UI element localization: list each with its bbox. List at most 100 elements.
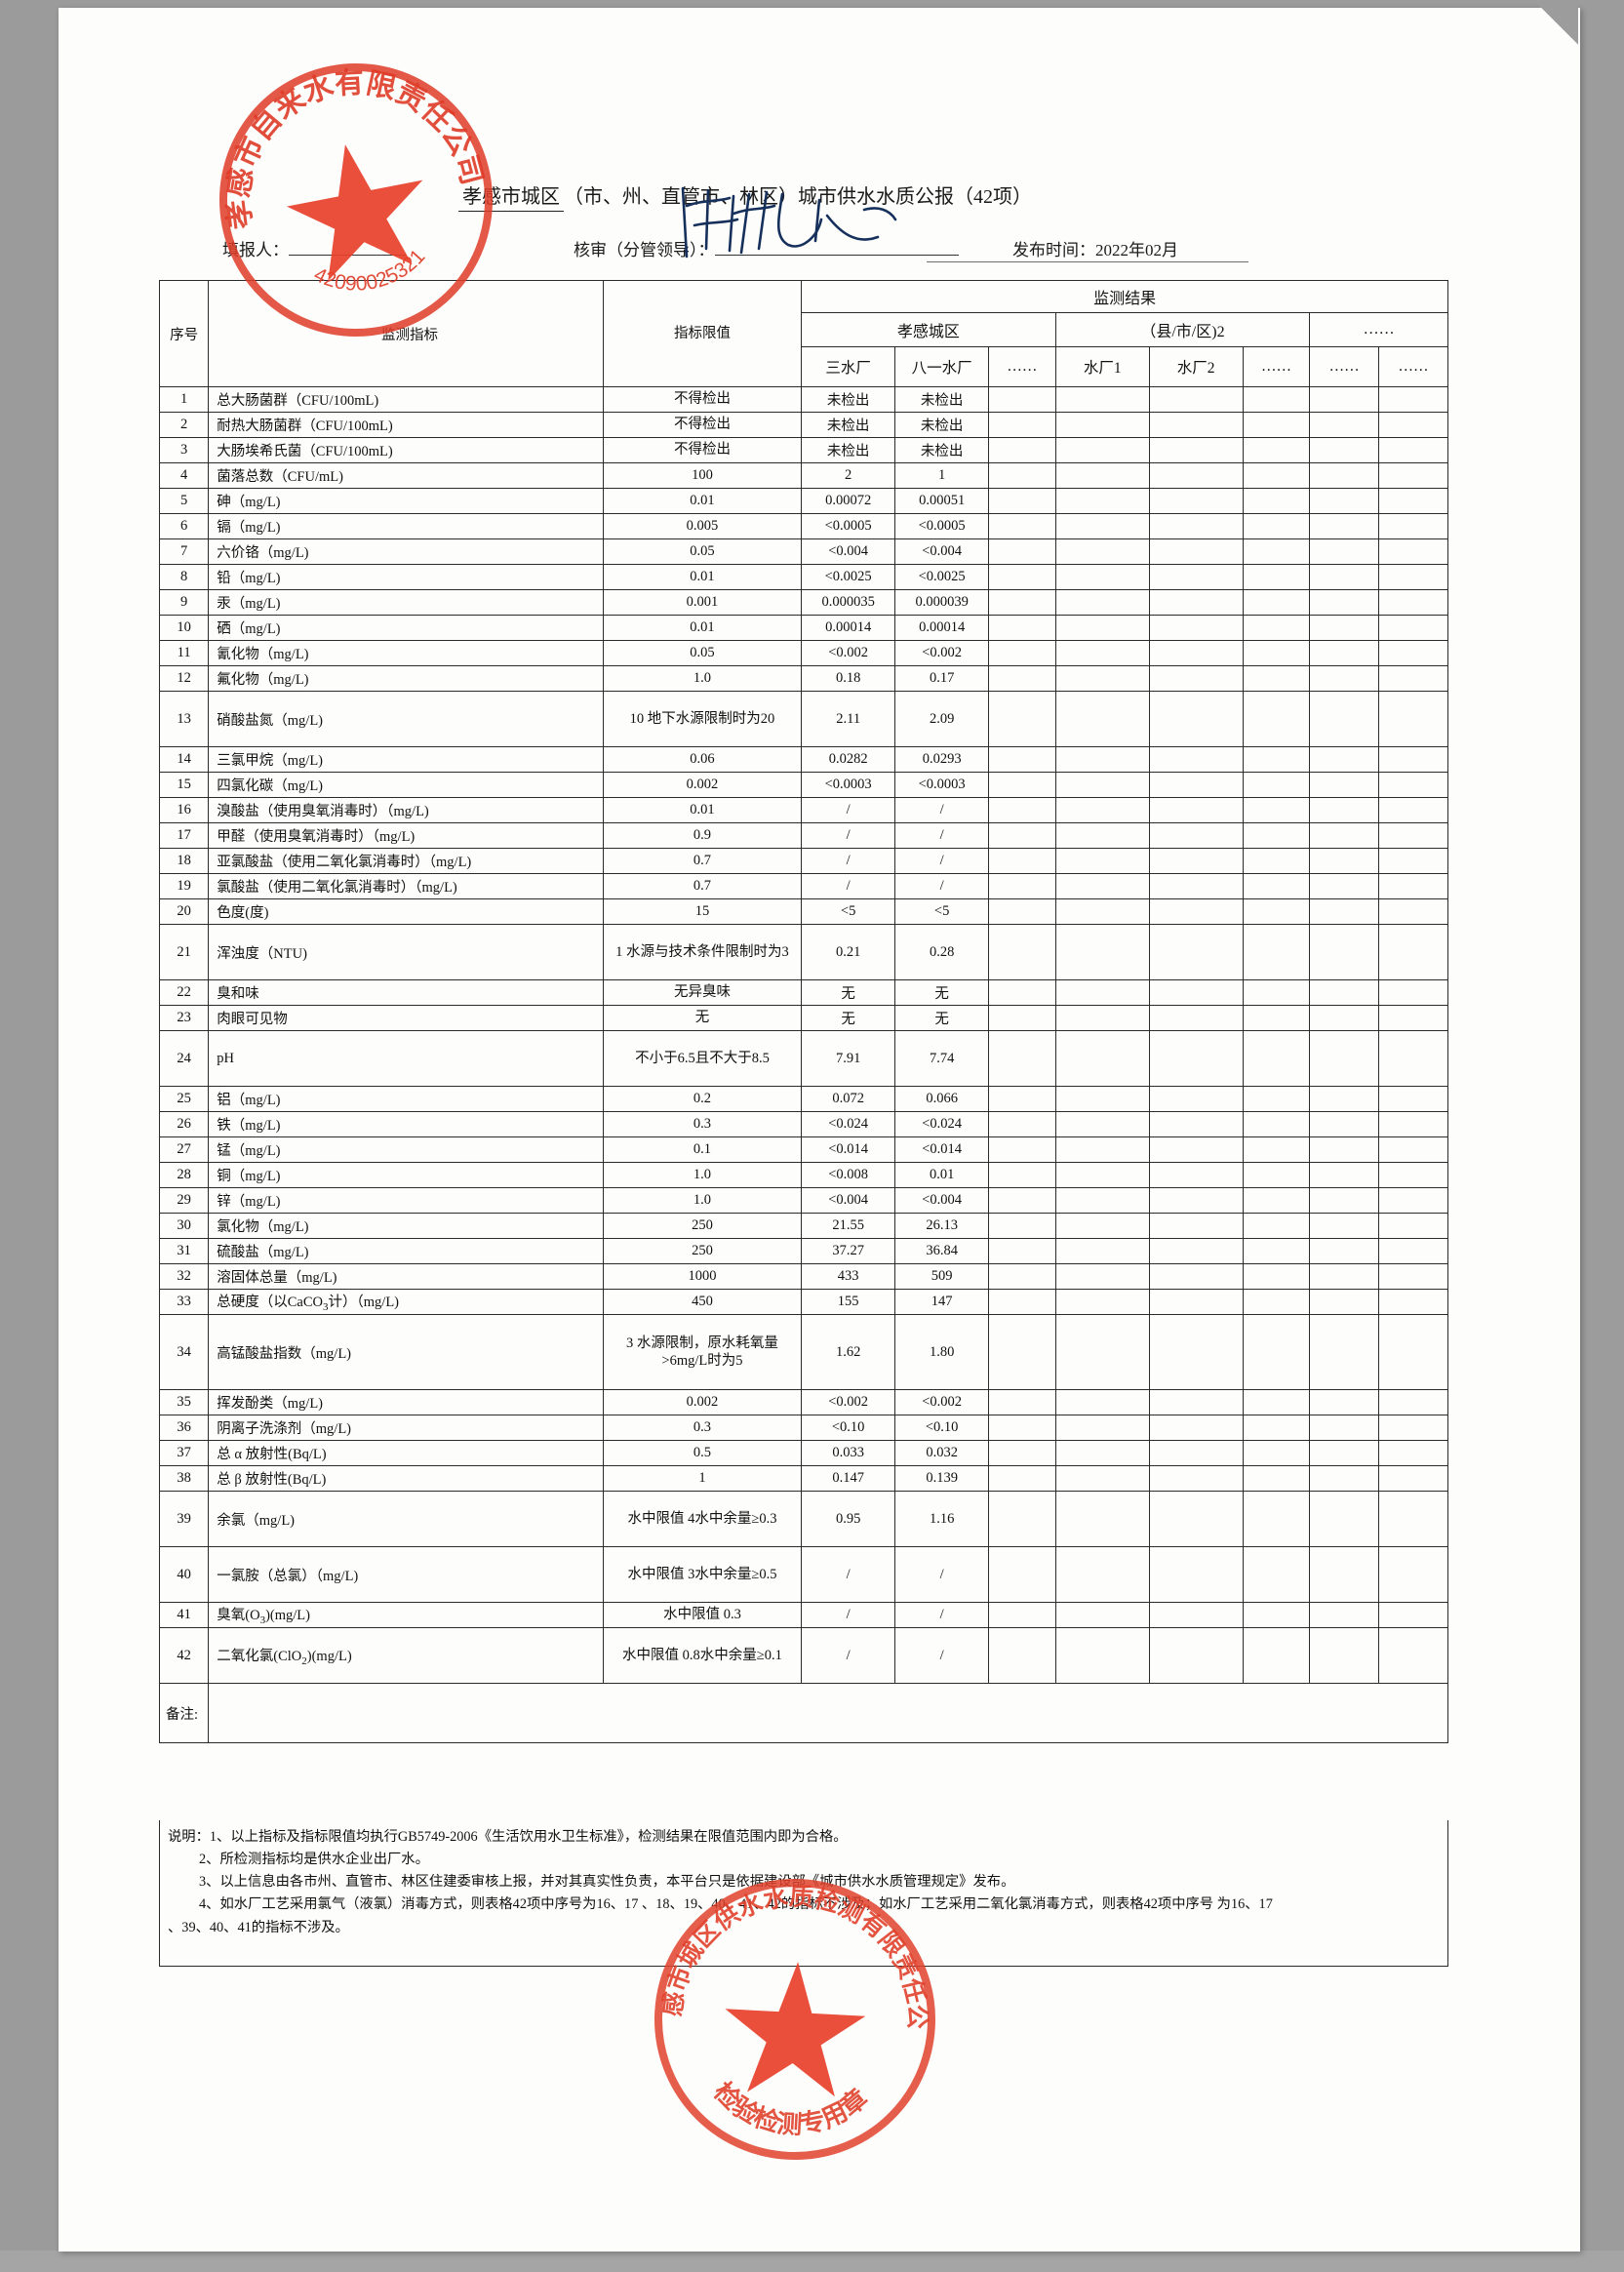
cell-value-plant4 bbox=[1054, 873, 1150, 899]
cell-value-plant6 bbox=[1242, 1238, 1311, 1264]
cell-no: 41 bbox=[158, 1602, 210, 1628]
cell-no: 14 bbox=[158, 746, 210, 773]
cell-value-plant7 bbox=[1309, 1491, 1380, 1547]
cell-value-plant3 bbox=[988, 462, 1056, 489]
cell-value-plant5 bbox=[1148, 386, 1244, 413]
cell-value-plant4 bbox=[1054, 979, 1150, 1006]
cell-value-plant6 bbox=[1242, 1086, 1311, 1112]
cell-value-plant4 bbox=[1054, 615, 1150, 641]
cell-value-plant5 bbox=[1148, 1465, 1244, 1492]
cell-value-plant4 bbox=[1054, 1263, 1150, 1290]
reviewer-field: 核审（分管领导）： bbox=[574, 236, 959, 260]
cell-limit: 3 水源限制，原水耗氧量>6mg/L时为5 bbox=[602, 1314, 803, 1390]
note-line-5: 、39、40、41的指标不涉及。 bbox=[168, 1919, 349, 1935]
cell-value-plant6 bbox=[1242, 1546, 1311, 1603]
cell-value-plant5 bbox=[1148, 1213, 1244, 1239]
cell-value-plant6 bbox=[1242, 589, 1311, 616]
table-row: 6 镉（mg/L) 0.005 <0.0005 <0.0005 bbox=[158, 513, 1448, 539]
cell-value-plant5 bbox=[1148, 1111, 1244, 1137]
cell-value-plant7 bbox=[1309, 1627, 1380, 1684]
cell-value-plant4 bbox=[1054, 822, 1150, 849]
cell-value-plant2: 0.17 bbox=[894, 665, 990, 692]
cell-value-plant1: / bbox=[801, 873, 896, 899]
cell-value-plant8 bbox=[1378, 1238, 1448, 1264]
table-row: 37 总 α 放射性(Bq/L) 0.5 0.033 0.032 bbox=[158, 1440, 1448, 1466]
cell-value-plant2: 未检出 bbox=[894, 437, 990, 463]
cell-value-plant4 bbox=[1054, 665, 1150, 692]
cell-value-plant4 bbox=[1054, 513, 1150, 539]
cell-limit: 0.005 bbox=[602, 513, 803, 539]
cell-value-plant8 bbox=[1378, 513, 1448, 539]
cell-value-plant5 bbox=[1148, 1289, 1244, 1315]
cell-value-plant6 bbox=[1242, 691, 1311, 747]
cell-value-plant8 bbox=[1378, 822, 1448, 849]
cell-value-plant3 bbox=[988, 898, 1056, 925]
table-row: 2 耐热大肠菌群（CFU/100mL) 不得检出 未检出 未检出 bbox=[158, 412, 1448, 438]
cell-value-plant5 bbox=[1148, 665, 1244, 692]
cell-value-plant8 bbox=[1378, 691, 1448, 747]
cell-value-plant7 bbox=[1309, 564, 1380, 590]
scan-edge-left bbox=[0, 0, 60, 2272]
table-row: 9 汞（mg/L) 0.001 0.000035 0.000039 bbox=[158, 589, 1448, 616]
cell-limit: 1.0 bbox=[602, 1187, 803, 1214]
cell-value-plant7 bbox=[1309, 488, 1380, 514]
cell-limit: 250 bbox=[602, 1238, 803, 1264]
cell-value-plant5 bbox=[1148, 564, 1244, 590]
cell-value-plant4 bbox=[1054, 488, 1150, 514]
cell-value-plant7 bbox=[1309, 691, 1380, 747]
cell-limit: 0.05 bbox=[602, 640, 803, 666]
table-row: 11 氰化物（mg/L) 0.05 <0.002 <0.002 bbox=[158, 640, 1448, 666]
cell-value-plant1: 0.147 bbox=[801, 1465, 896, 1492]
cell-item: 铜（mg/L) bbox=[208, 1162, 604, 1188]
cell-limit: 15 bbox=[602, 898, 803, 925]
filler-label: 填报人： bbox=[222, 241, 289, 259]
cell-no: 26 bbox=[158, 1111, 210, 1137]
table-row: 34 高锰酸盐指数（mg/L) 3 水源限制，原水耗氧量>6mg/L时为5 1.62 1… bbox=[158, 1314, 1448, 1390]
table-row: 40 一氯胺（总氯）（mg/L) 水中限值 3水中余量≥0.5// bbox=[158, 1546, 1448, 1603]
cell-limit: 450 bbox=[602, 1289, 803, 1315]
cell-value-plant6 bbox=[1242, 538, 1311, 565]
cell-limit: 100 bbox=[602, 462, 803, 489]
cell-value-plant2: <5 bbox=[894, 898, 990, 925]
table-row: 3 大肠埃希氏菌（CFU/100mL) 不得检出 未检出 未检出 bbox=[158, 437, 1448, 463]
cell-item: 铅（mg/L) bbox=[208, 564, 604, 590]
cell-value-plant1: 0.072 bbox=[801, 1086, 896, 1112]
cell-no: 36 bbox=[158, 1415, 210, 1441]
cell-value-plant7 bbox=[1309, 437, 1380, 463]
cell-value-plant2: 36.84 bbox=[894, 1238, 990, 1264]
publish-field: 发布时间：2022年02月 bbox=[1012, 236, 1178, 260]
cell-value-plant6 bbox=[1242, 1314, 1311, 1390]
cell-value-plant8 bbox=[1378, 1030, 1448, 1087]
remark-row: 备注: bbox=[158, 1683, 1448, 1743]
cell-value-plant8 bbox=[1378, 1440, 1448, 1466]
table-row: 23 肉眼可见物无无无 bbox=[158, 1005, 1448, 1031]
cell-no: 37 bbox=[158, 1440, 210, 1466]
cell-no: 42 bbox=[158, 1627, 210, 1684]
cell-value-plant7 bbox=[1309, 1111, 1380, 1137]
cell-value-plant3 bbox=[988, 797, 1056, 823]
cell-limit: 0.05 bbox=[602, 538, 803, 565]
cell-value-plant5 bbox=[1148, 1602, 1244, 1628]
cell-value-plant6 bbox=[1242, 1602, 1311, 1628]
cell-no: 30 bbox=[158, 1213, 210, 1239]
cell-limit: 0.3 bbox=[602, 1111, 803, 1137]
cell-value-plant7 bbox=[1309, 1546, 1380, 1603]
cell-item: 六价铬（mg/L) bbox=[208, 538, 604, 565]
cell-item: 耐热大肠菌群（CFU/100mL) bbox=[208, 412, 604, 438]
table-row: 14 三氯甲烷（mg/L) 0.06 0.0282 0.0293 bbox=[158, 746, 1448, 773]
cell-value-plant1: 0.00072 bbox=[801, 488, 896, 514]
cell-item: 总 β 放射性(Bq/L) bbox=[208, 1465, 604, 1492]
cell-value-plant1: <0.014 bbox=[801, 1136, 896, 1163]
cell-value-plant7 bbox=[1309, 1136, 1380, 1163]
table-row: 20 色度(度) 15 <5 <5 bbox=[158, 898, 1448, 925]
cell-value-plant5 bbox=[1148, 746, 1244, 773]
cell-value-plant2: 1 bbox=[894, 462, 990, 489]
cell-value-plant3 bbox=[988, 1415, 1056, 1441]
cell-value-plant7 bbox=[1309, 746, 1380, 773]
cell-limit: 0.01 bbox=[602, 615, 803, 641]
cell-limit: 0.002 bbox=[602, 1389, 803, 1415]
cell-value-plant2: 0.139 bbox=[894, 1465, 990, 1492]
cell-value-plant5 bbox=[1148, 979, 1244, 1006]
cell-value-plant1: <0.0003 bbox=[801, 772, 896, 798]
cell-value-plant6 bbox=[1242, 1005, 1311, 1031]
